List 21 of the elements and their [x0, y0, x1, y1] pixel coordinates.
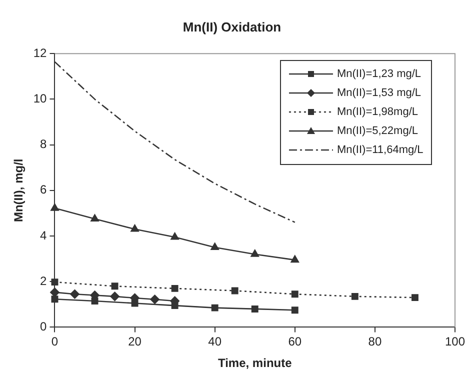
y-tick-label: 4 — [40, 228, 48, 242]
y-tick-label: 0 — [40, 320, 48, 334]
x-tick-label: 40 — [208, 334, 222, 349]
x-tick-label: 20 — [128, 334, 142, 349]
legend-label: Mn(II)=1,53 mg/L — [336, 87, 422, 100]
y-tick-label: 8 — [40, 137, 48, 152]
x-tick-label: 100 — [444, 334, 466, 349]
x-tick-label: 80 — [368, 334, 382, 349]
x-tick-label: 0 — [51, 334, 58, 349]
chart-title: Mn(II) Oxidation — [182, 19, 282, 34]
x-tick-label: 60 — [288, 334, 302, 349]
x-axis-title: Time, minute — [218, 356, 292, 370]
legend-label: Mn(II)=11,64mg/L — [336, 144, 424, 156]
y-tick-label: 10 — [33, 92, 48, 106]
legend-label: Mn(II)=1,98mg/L — [336, 106, 418, 118]
y-tick-label: 6 — [40, 182, 48, 197]
y-tick-label: 2 — [40, 274, 48, 288]
y-axis-title: Mn(II), mg/l — [12, 158, 26, 222]
legend-label: Mn(II)=5,22mg/L — [336, 125, 418, 138]
y-tick-label: 12 — [33, 46, 48, 60]
legend-label: Mn(II)=1,23 mg/L — [336, 68, 422, 80]
